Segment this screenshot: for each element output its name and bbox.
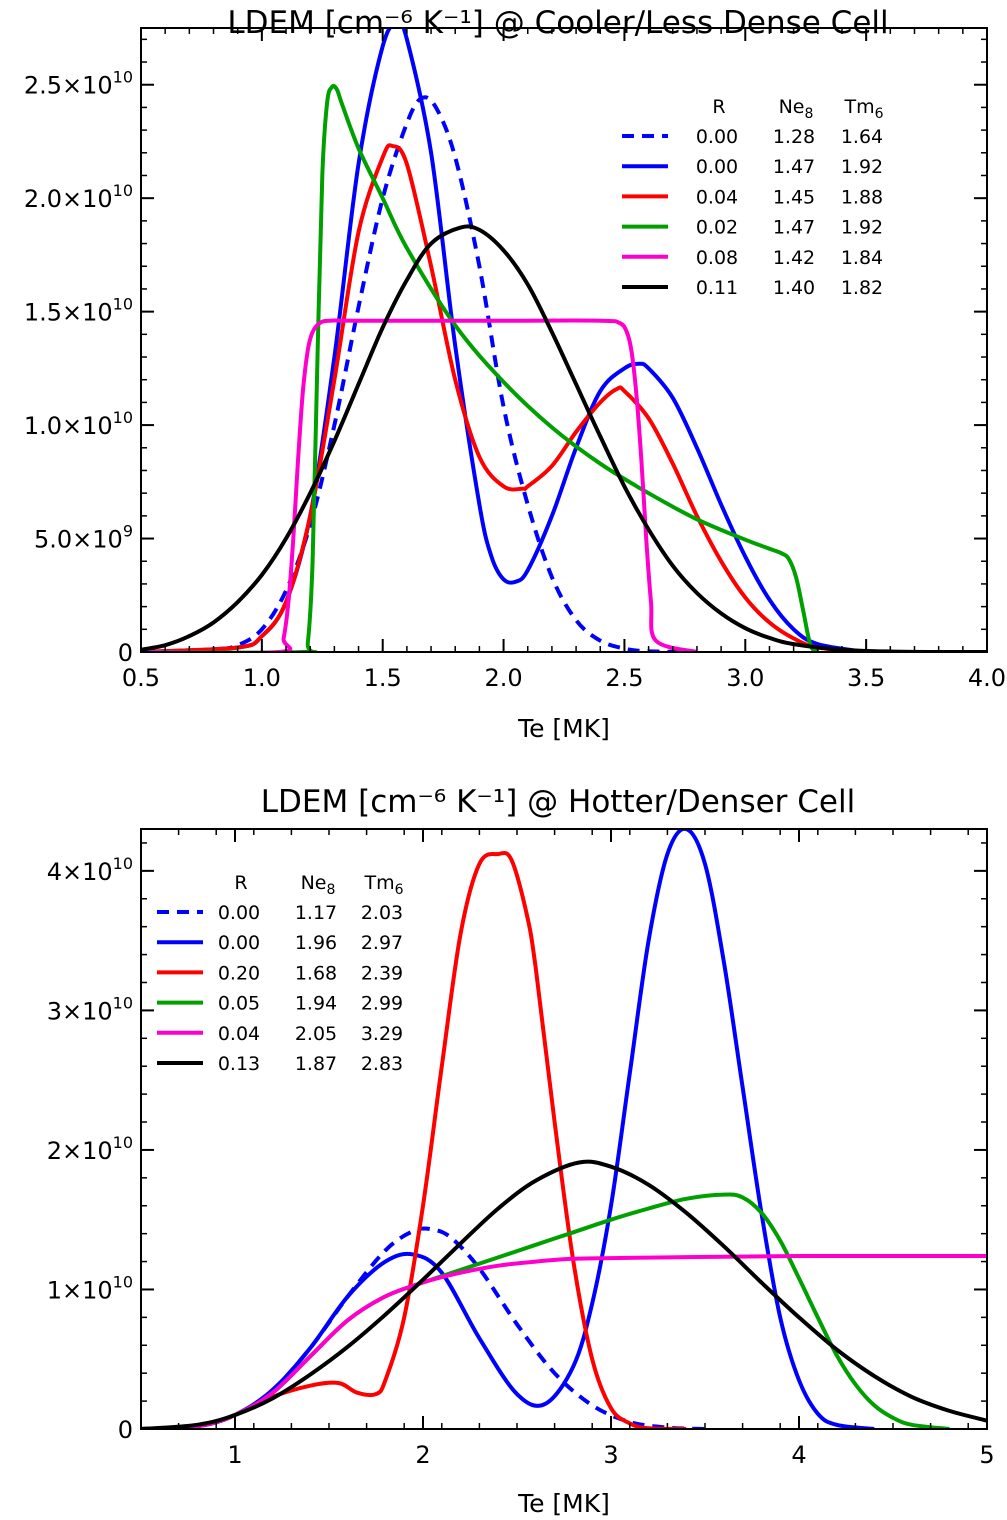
x-axis-label: Te [MK]: [517, 714, 610, 743]
x-tick-label: 3.0: [726, 664, 764, 692]
legend-value: 1.82: [841, 277, 883, 299]
legend-value: 1.17: [295, 902, 337, 924]
legend-value: 1.42: [773, 247, 815, 269]
legend-value: 1.96: [295, 932, 337, 954]
legend-header: Tm6: [363, 872, 403, 898]
legend-value: 0.20: [218, 962, 260, 984]
series-line-2: [141, 28, 867, 652]
x-tick-label: 2.5: [605, 664, 643, 692]
legend-value: 2.99: [361, 993, 403, 1015]
legend-value: 1.88: [841, 186, 883, 208]
legend-value: 1.87: [295, 1053, 337, 1075]
legend-value: 1.47: [773, 217, 815, 239]
y-tick-label: 2×1010: [47, 1133, 133, 1165]
y-tick-label: 5.0×109: [34, 522, 133, 554]
legend-value: 1.64: [841, 126, 883, 148]
series-line-3: [141, 850, 687, 1429]
legend-header: R: [234, 872, 247, 894]
legend-value: 0.02: [696, 217, 738, 239]
chart-2: 1 2 3 4 5 0 1×1010 2×1010 3×1010 4×1010 LDEM [cm⁻⁶…: [47, 784, 995, 1518]
legend-value: 1.47: [773, 156, 815, 178]
legend-value: 2.97: [361, 932, 403, 954]
legend-value: 2.83: [361, 1053, 403, 1075]
x-tick-label: 4.0: [968, 664, 1006, 692]
y-tick-label: 3×1010: [47, 993, 133, 1025]
x-tick-label: 0.5: [122, 664, 160, 692]
x-tick-label: 2: [415, 1441, 430, 1469]
legend-value: 0.00: [696, 126, 738, 148]
x-tick-label: 1: [227, 1441, 242, 1469]
legend-value: 0.13: [218, 1053, 260, 1075]
legend-value: 1.92: [841, 156, 883, 178]
x-tick-label: 1.5: [364, 664, 402, 692]
plot-frame: [140, 828, 988, 1430]
plot-frame: [140, 27, 988, 653]
series-line-4: [141, 84, 820, 652]
legend-value: 2.05: [295, 1023, 337, 1045]
legend-value: 0.00: [696, 156, 738, 178]
legend-value: 1.68: [295, 962, 337, 984]
legend: R Ne8 Tm6 0.00 1.17 2.03 0.00 1.96 2.97 0.20 1.68 2…: [157, 872, 404, 1075]
legend-header: Tm6: [843, 96, 883, 122]
y-tick-label: 1.0×1010: [24, 408, 133, 440]
legend-value: 2.03: [361, 902, 403, 924]
series-line-1: [141, 95, 697, 652]
chart-title: LDEM [cm⁻⁶ K⁻¹] @ Hotter/Denser Cell: [261, 784, 855, 820]
legend-value: 1.28: [773, 126, 815, 148]
y-tick-label: 1×1010: [47, 1272, 133, 1304]
series-line-6: [141, 1159, 987, 1429]
legend-header: R: [712, 96, 725, 118]
series-line-3: [141, 143, 867, 652]
x-axis-label: Te [MK]: [517, 1489, 610, 1518]
legend-value: 1.45: [773, 186, 815, 208]
series-line-2: [141, 829, 875, 1429]
x-tick-label: 4: [791, 1441, 806, 1469]
legend-value: 2.39: [361, 962, 403, 984]
chart-1: 0.5 1.0 1.5 2.0 2.5 3.0 3.5 4.0 0 5.0×109 1.0×1010…: [24, 5, 1006, 743]
chart-title: LDEM [cm⁻⁶ K⁻¹] @ Cooler/Less Dense Cell: [227, 5, 888, 41]
x-tick-label: 2.0: [484, 664, 522, 692]
y-tick-label: 4×1010: [47, 854, 133, 886]
y-tick-label: 0: [118, 639, 133, 667]
x-tick-label: 1.0: [243, 664, 281, 692]
legend-value: 1.94: [295, 993, 337, 1015]
series-line-5: [141, 318, 698, 652]
series-group: [141, 829, 987, 1429]
y-tick-label: 0: [118, 1416, 133, 1444]
legend-value: 0.11: [696, 277, 738, 299]
legend-header: Ne8: [301, 872, 336, 898]
legend-value: 0.00: [218, 902, 260, 924]
legend-header: Ne8: [779, 96, 814, 122]
series-group: [141, 28, 987, 652]
x-tick-label: 5: [979, 1441, 994, 1469]
series-line-5: [141, 1253, 987, 1429]
legend-value: 1.84: [841, 247, 883, 269]
y-tick-label: 2.0×1010: [24, 181, 133, 213]
legend-value: 0.04: [218, 1023, 260, 1045]
y-tick-label: 2.5×1010: [24, 68, 133, 100]
y-tick-label: 1.5×1010: [24, 295, 133, 327]
series-line-6: [141, 224, 987, 652]
legend: R Ne8 Tm6 0.00 1.28 1.64 0.00 1.47 1.92 0.04 1.45 1…: [622, 96, 884, 299]
x-tick-label: 3.5: [847, 664, 885, 692]
legend-value: 0.08: [696, 247, 738, 269]
legend-value: 3.29: [361, 1023, 403, 1045]
legend-value: 0.05: [218, 993, 260, 1015]
series-line-4: [141, 1192, 950, 1429]
legend-value: 1.92: [841, 217, 883, 239]
legend-value: 1.40: [773, 277, 815, 299]
legend-value: 0.00: [218, 932, 260, 954]
x-tick-label: 3: [603, 1441, 618, 1469]
legend-value: 0.04: [696, 186, 738, 208]
